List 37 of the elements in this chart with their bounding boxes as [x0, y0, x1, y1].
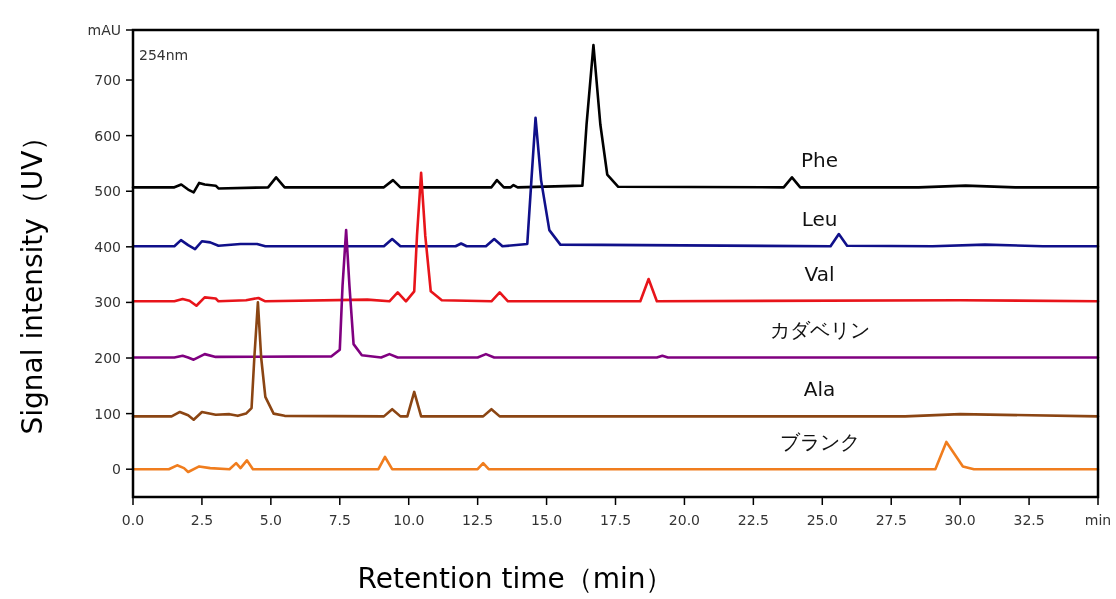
y-axis-title: Signal intensity（UV） [16, 122, 49, 435]
x-axis-title: Retention time（min） [357, 562, 674, 595]
x-tick-label: 27.5 [875, 512, 907, 528]
x-tick-label: 0.0 [121, 512, 145, 528]
x-tick-label: min [1084, 512, 1112, 528]
series-label: Ala [803, 377, 836, 402]
y-tick-label: 200 [94, 350, 121, 367]
y-tick-label: 400 [94, 238, 121, 255]
line-series [131, 116, 1100, 251]
line-series [131, 301, 1100, 422]
y-tick-label: 0 [112, 461, 121, 478]
series-label: カダベリン [769, 318, 870, 343]
y-tick-label: 700 [94, 72, 121, 89]
x-tick-label: 10.0 [393, 512, 425, 528]
line-series [131, 228, 1100, 361]
y-tick-label: 600 [94, 127, 121, 144]
x-tick-label: 20.0 [668, 512, 701, 528]
x-tick-label: 7.5 [328, 512, 351, 528]
x-tick-label: 17.5 [599, 512, 632, 528]
annotation: 254nm [139, 47, 189, 63]
y-tick-label: 300 [94, 294, 121, 311]
series-label: Val [804, 262, 835, 287]
series-label: Phe [801, 148, 839, 173]
y-tick-label: 500 [94, 183, 121, 200]
y-tick-label: mAU [87, 22, 121, 38]
x-tick-label: 25.0 [806, 512, 838, 528]
series-label: ブランク [779, 430, 860, 455]
x-tick-label: 2.5 [190, 512, 214, 528]
x-tick-label: 30.0 [944, 512, 976, 528]
series-label: Leu [801, 207, 838, 232]
x-tick-label: 5.0 [259, 512, 282, 528]
x-tick-label: 12.5 [462, 512, 494, 528]
x-tick-label: 32.5 [1013, 512, 1045, 528]
line-series [131, 171, 1100, 308]
x-tick-label: 15.0 [530, 512, 563, 528]
y-tick-label: 100 [94, 405, 121, 422]
x-tick-label: 22.5 [737, 512, 769, 528]
